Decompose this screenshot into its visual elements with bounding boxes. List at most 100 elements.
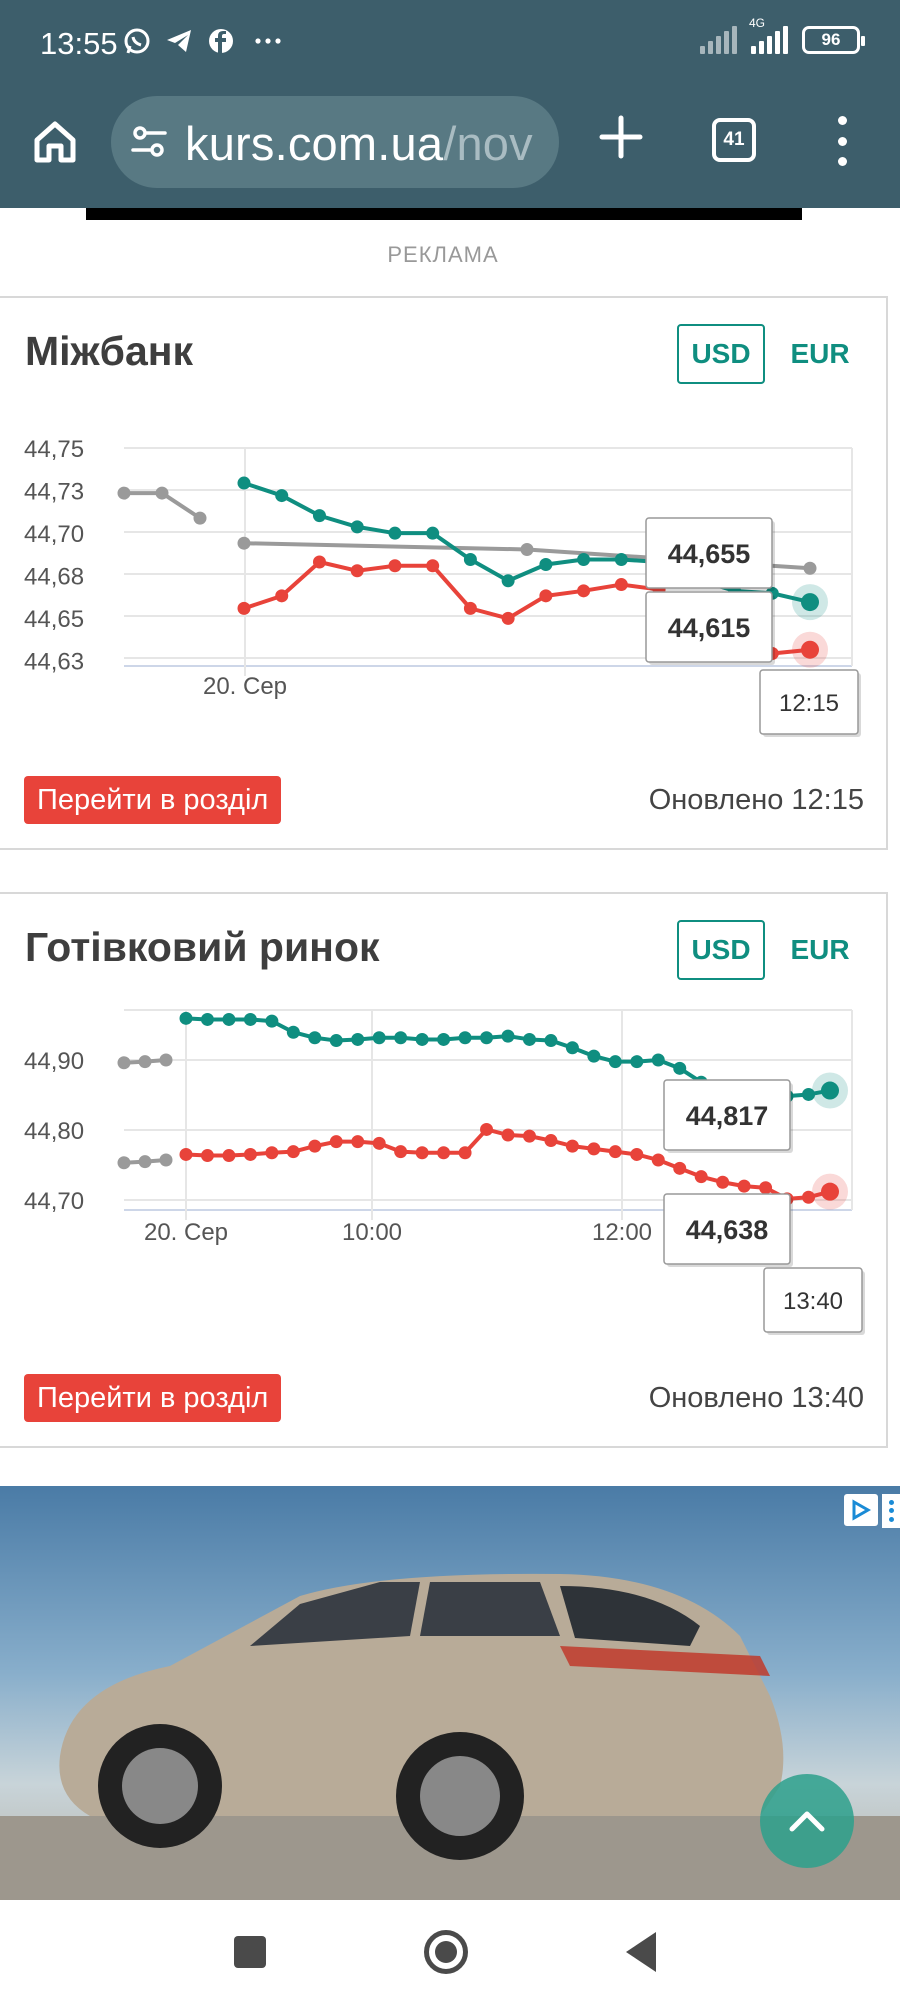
data-point bbox=[286, 1025, 300, 1039]
interbank-tab-eur[interactable]: EUR bbox=[790, 338, 850, 369]
data-point bbox=[587, 1049, 601, 1063]
data-point bbox=[312, 509, 326, 523]
data-point bbox=[159, 1153, 173, 1167]
tooltip-time: 12:15 bbox=[779, 690, 839, 717]
tooltip-box bbox=[663, 1079, 791, 1151]
data-point bbox=[651, 1053, 665, 1067]
data-point bbox=[630, 1055, 644, 1069]
data-point bbox=[237, 476, 251, 490]
data-point bbox=[614, 552, 628, 566]
tab-switcher-button[interactable]: 41 bbox=[712, 118, 756, 162]
data-point bbox=[117, 1056, 131, 1070]
data-point bbox=[117, 1156, 131, 1170]
data-point bbox=[673, 1161, 687, 1175]
y-tick-label: 44,68 bbox=[24, 564, 84, 591]
y-tick-label: 44,70 bbox=[24, 521, 84, 548]
cash-go-button[interactable]: Перейти в розділ bbox=[24, 1374, 282, 1422]
data-point bbox=[394, 1145, 408, 1159]
telegram-icon bbox=[167, 30, 191, 52]
data-point bbox=[275, 589, 289, 603]
data-point bbox=[565, 1041, 579, 1055]
interbank-tab-usd[interactable]: USD bbox=[677, 324, 765, 384]
cell-signal-icon: 4G bbox=[749, 16, 788, 54]
time-tooltip-box bbox=[763, 1267, 863, 1333]
interbank-updated: Оновлено 12:15 bbox=[648, 784, 864, 816]
data-point bbox=[243, 1012, 257, 1026]
tooltip-box bbox=[663, 1193, 791, 1265]
battery-level: 96 bbox=[821, 30, 841, 49]
back-icon[interactable] bbox=[626, 1932, 656, 1972]
data-point bbox=[501, 574, 515, 588]
notification-icons bbox=[122, 26, 288, 56]
ad-options-icon[interactable] bbox=[882, 1494, 900, 1528]
data-point bbox=[673, 1061, 687, 1075]
time-tooltip-box bbox=[759, 669, 859, 735]
data-point bbox=[265, 1146, 279, 1160]
data-point bbox=[694, 1170, 708, 1184]
data-point bbox=[480, 1122, 494, 1136]
recents-icon[interactable] bbox=[234, 1936, 266, 1968]
data-point bbox=[716, 1175, 730, 1189]
y-tick-label: 44,90 bbox=[24, 1048, 84, 1075]
new-tab-icon[interactable] bbox=[596, 112, 646, 162]
data-point bbox=[159, 1053, 173, 1067]
data-point bbox=[577, 584, 591, 598]
x-tick-label: 10:00 bbox=[342, 1219, 402, 1246]
system-nav-bar bbox=[0, 1900, 900, 2000]
x-tick-label: 20. Сер bbox=[203, 673, 287, 700]
adchoices-icon[interactable] bbox=[844, 1494, 878, 1526]
chevron-up-icon bbox=[789, 1811, 825, 1832]
data-point bbox=[415, 1032, 429, 1046]
data-point bbox=[539, 558, 553, 572]
data-point bbox=[426, 526, 440, 540]
data-point bbox=[237, 536, 251, 550]
url-text[interactable]: kurs.com.ua/nov bbox=[185, 116, 533, 171]
status-right: 4G 96 bbox=[700, 16, 865, 54]
data-point bbox=[520, 542, 534, 556]
data-point bbox=[200, 1149, 214, 1163]
y-tick-label: 44,80 bbox=[24, 1118, 84, 1145]
data-point bbox=[630, 1147, 644, 1161]
data-point bbox=[759, 1181, 773, 1195]
data-point bbox=[539, 589, 553, 603]
data-point bbox=[821, 1081, 839, 1100]
cash-tab-eur[interactable]: EUR bbox=[790, 934, 850, 965]
data-point bbox=[179, 1147, 193, 1161]
cash-chart-svg: 44,90 44,80 44,70 20. Сер 10:00 12:00 44,817 44… bbox=[24, 1009, 865, 1335]
data-point bbox=[437, 1146, 451, 1160]
data-point bbox=[312, 555, 326, 569]
home-nav-icon[interactable] bbox=[424, 1930, 468, 1974]
data-point bbox=[458, 1146, 472, 1160]
ad-banner[interactable] bbox=[0, 1486, 900, 1900]
data-point bbox=[351, 1135, 365, 1149]
data-point bbox=[737, 1179, 751, 1193]
tooltip-sell-value: 44,638 bbox=[686, 1215, 769, 1245]
tooltip-buy-value: 44,655 bbox=[668, 539, 751, 569]
site-settings-icon[interactable] bbox=[129, 122, 169, 162]
whatsapp-icon bbox=[124, 28, 150, 54]
tooltip-sell-value: 44,615 bbox=[668, 613, 751, 643]
data-point bbox=[329, 1135, 343, 1149]
browser-toolbar: kurs.com.ua/nov 41 bbox=[0, 96, 900, 192]
data-point bbox=[522, 1032, 536, 1046]
interbank-go-button[interactable]: Перейти в розділ bbox=[24, 776, 282, 824]
data-point bbox=[394, 1031, 408, 1045]
data-point bbox=[501, 1128, 515, 1142]
data-point bbox=[587, 1142, 601, 1156]
tooltip-box bbox=[645, 591, 773, 663]
y-tick-label: 44,65 bbox=[24, 606, 84, 633]
browser-menu-icon[interactable] bbox=[834, 116, 850, 166]
address-bar[interactable]: kurs.com.ua/nov bbox=[111, 96, 559, 188]
interbank-title: Міжбанк bbox=[25, 328, 194, 374]
data-point bbox=[463, 601, 477, 615]
cash-updated: Оновлено 13:40 bbox=[648, 1382, 864, 1414]
data-point bbox=[200, 1012, 214, 1026]
scroll-to-top-button[interactable] bbox=[760, 1774, 854, 1868]
data-point bbox=[351, 1032, 365, 1046]
home-icon[interactable] bbox=[30, 116, 80, 166]
data-point bbox=[522, 1129, 536, 1143]
ad-strip bbox=[86, 208, 802, 220]
data-point bbox=[801, 640, 819, 659]
data-point bbox=[350, 564, 364, 578]
cash-tab-usd[interactable]: USD bbox=[677, 920, 765, 980]
